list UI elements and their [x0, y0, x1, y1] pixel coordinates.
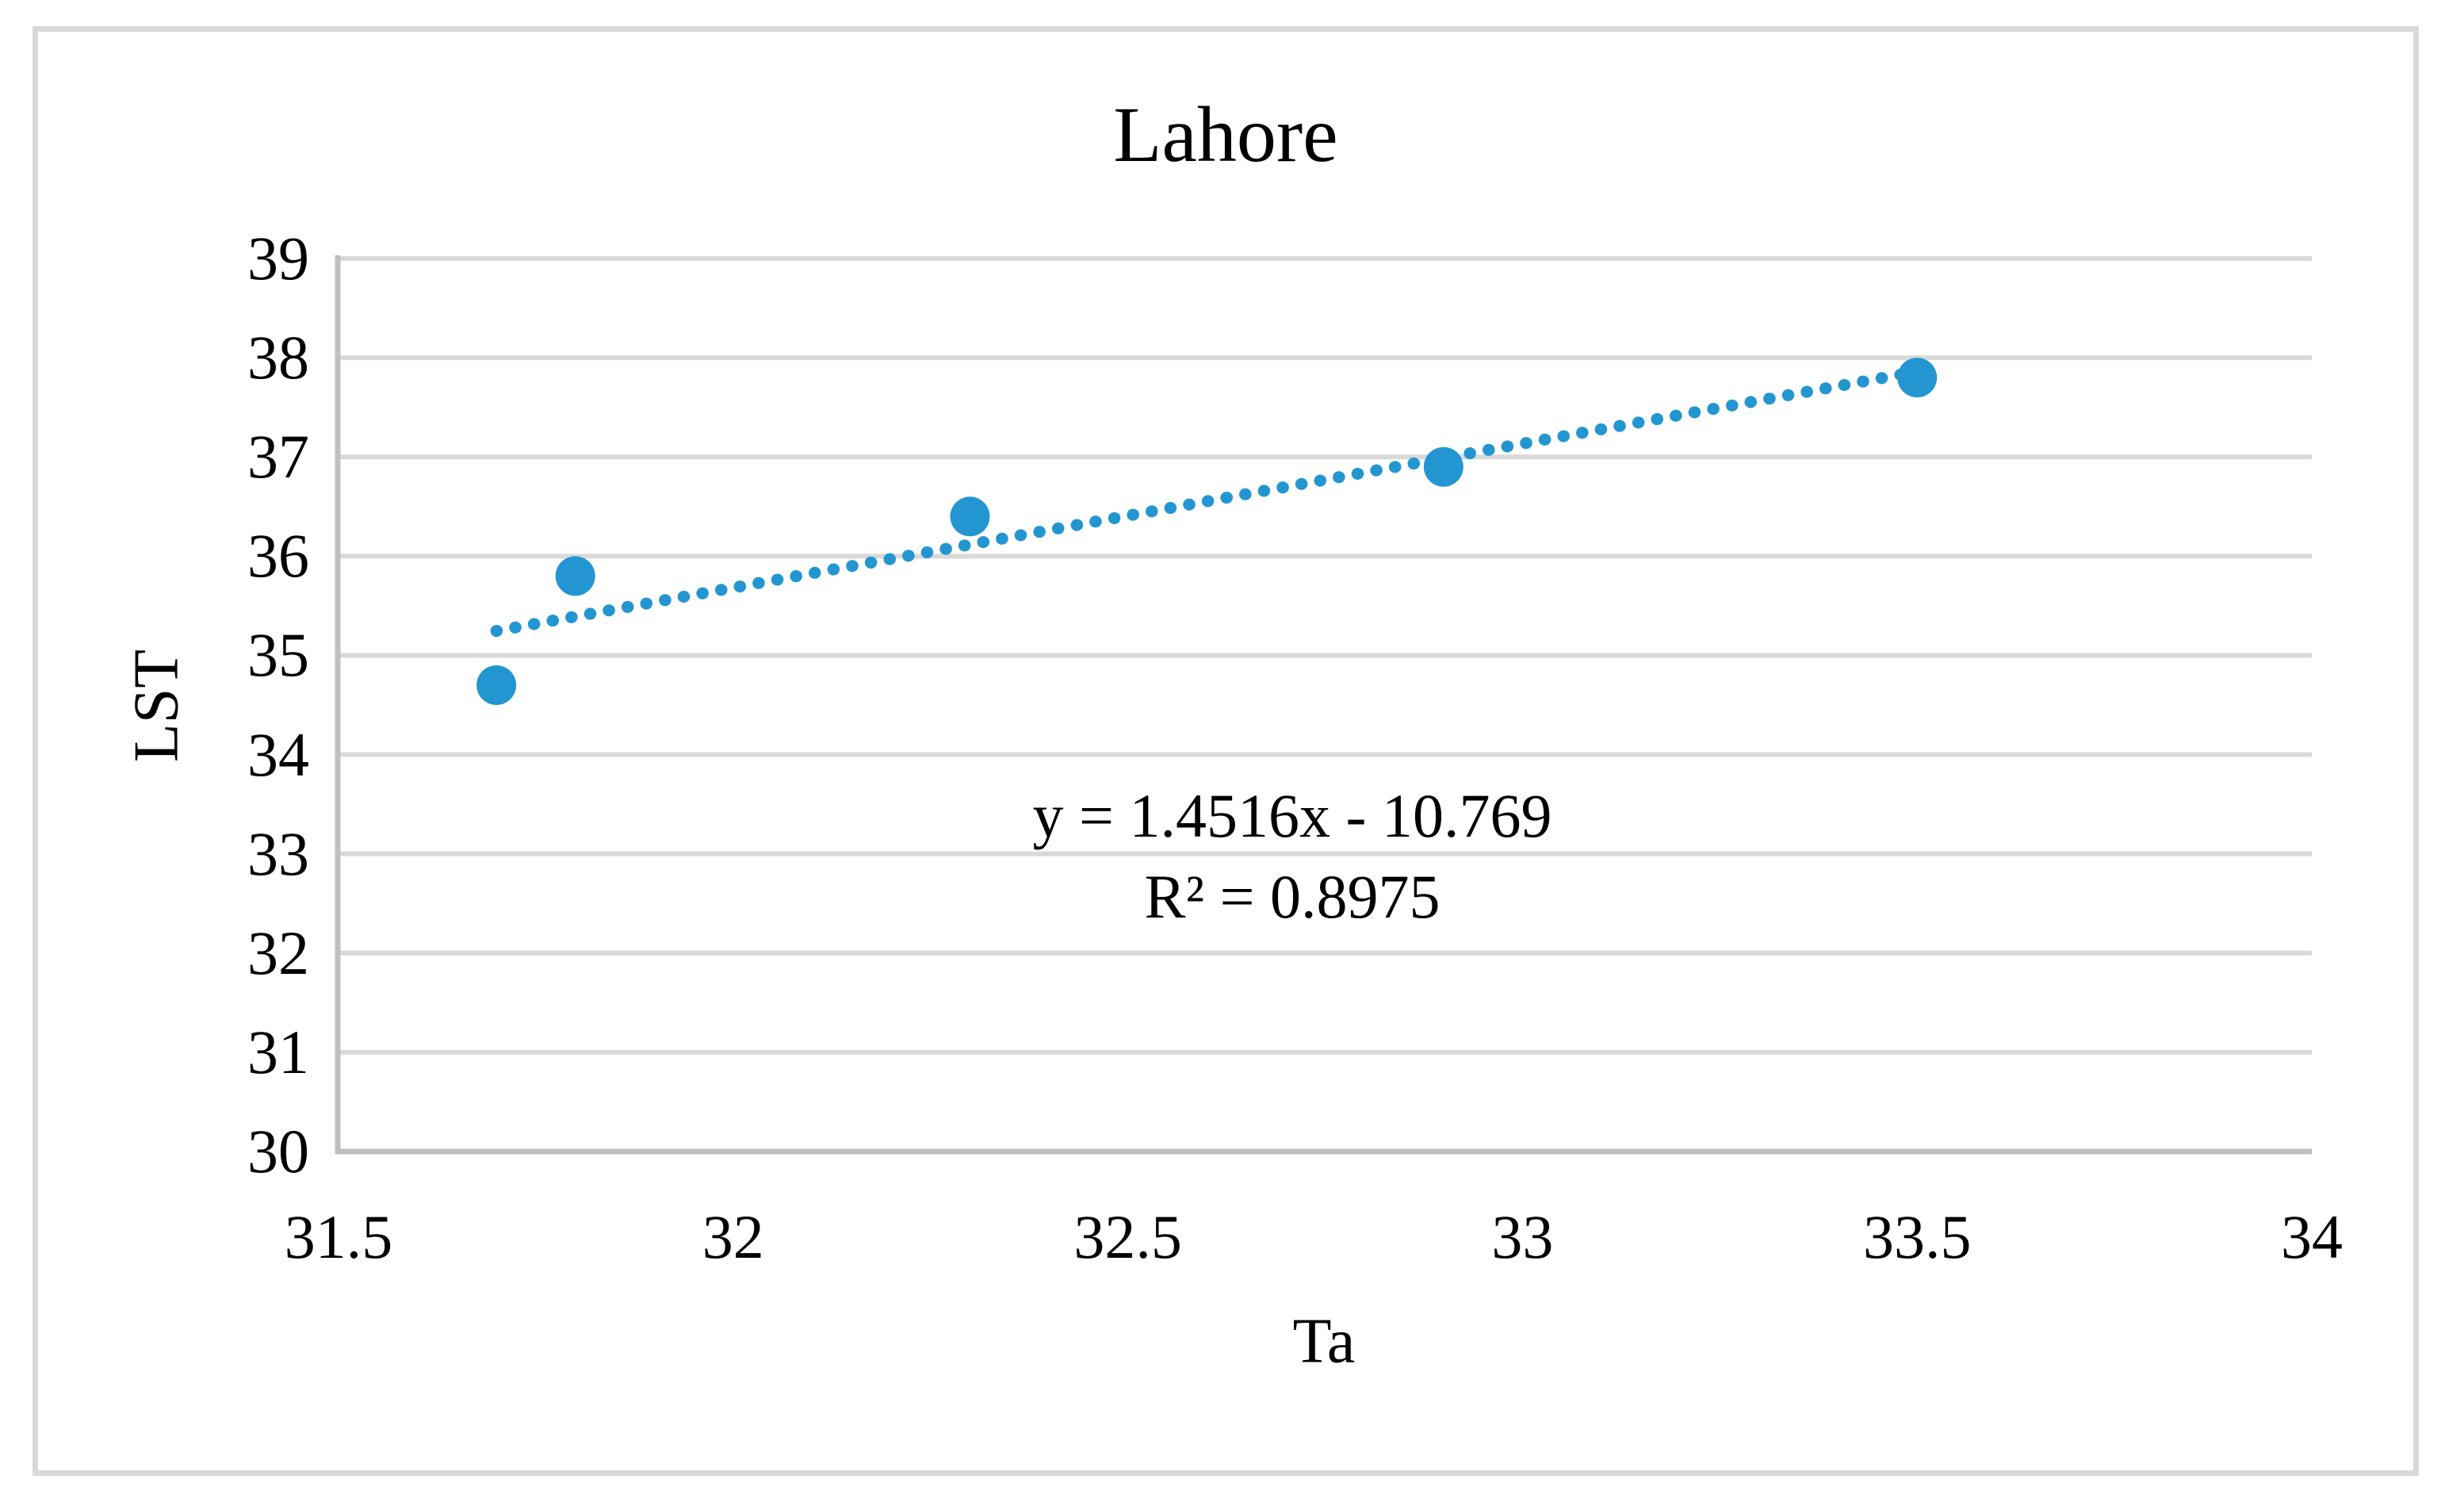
data-point-4 — [1897, 358, 1938, 398]
x-axis-title: Ta — [1292, 1306, 1356, 1377]
x-tick-label-34: 34 — [2281, 1202, 2343, 1271]
y-tick-label-39: 39 — [247, 224, 309, 293]
x-tick-label-31.5: 31.5 — [284, 1202, 393, 1271]
y-tick-label-33: 33 — [247, 818, 309, 888]
y-tick-label-36: 36 — [247, 521, 309, 591]
x-tick-label-32.5: 32.5 — [1073, 1202, 1182, 1271]
trendline-dotted — [490, 362, 1939, 638]
data-point-1 — [555, 556, 595, 596]
data-point-3 — [1423, 446, 1463, 487]
y-tick-label-37: 37 — [247, 422, 309, 492]
chart-title: Lahore — [1113, 90, 1338, 178]
x-tick-label-33.5: 33.5 — [1862, 1202, 1972, 1271]
y-tick-label-38: 38 — [247, 323, 309, 393]
trendline-equation: y = 1.4516x - 10.769 — [1032, 781, 1552, 850]
r-squared-value: R² = 0.8975 — [1144, 862, 1441, 931]
data-point-0 — [476, 665, 517, 705]
trendline-annotation: y = 1.4516x - 10.769 R² = 0.8975 — [817, 776, 1768, 937]
y-tick-label-30: 30 — [247, 1117, 309, 1186]
x-tick-label-32: 32 — [702, 1202, 764, 1271]
x-tick-label-33: 33 — [1491, 1202, 1554, 1271]
y-tick-label-34: 34 — [247, 719, 309, 789]
y-tick-label-31: 31 — [247, 1017, 309, 1086]
y-tick-label-35: 35 — [247, 620, 309, 690]
figure-border — [33, 26, 2419, 1476]
y-tick-label-32: 32 — [247, 918, 309, 987]
data-point-2 — [950, 496, 990, 537]
